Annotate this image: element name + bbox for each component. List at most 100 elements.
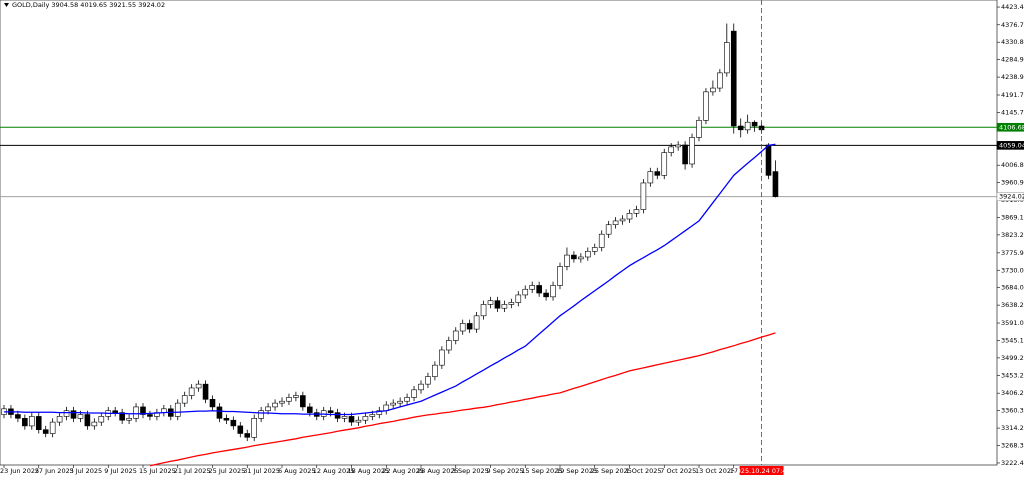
y-tick-label: 4423.45 (1001, 3, 1024, 11)
candle-body (494, 300, 501, 309)
candle-body (209, 399, 216, 408)
candle-body (293, 395, 299, 398)
y-tick-label: 4238.90 (1001, 73, 1024, 81)
candle-body (369, 414, 376, 417)
price-level-label: 4106.68 (999, 123, 1024, 131)
x-tick-label: 23 Jun 2025 (0, 467, 39, 475)
candle-body (432, 364, 438, 377)
candle-body (640, 182, 647, 210)
candle-body (668, 146, 675, 153)
candle-body (279, 400, 285, 404)
candle-body (272, 402, 278, 408)
y-tick-label: 4006.80 (1001, 161, 1024, 169)
candle-body (300, 395, 306, 408)
y-tick-label: 3684.05 (1001, 284, 1024, 292)
menu-arrow[interactable] (4, 3, 9, 7)
y-tick-label: 4330.80 (1001, 38, 1024, 46)
y-tick-label: 3730.05 (1001, 266, 1024, 274)
candle-body (661, 152, 668, 176)
y-tick-label: 3222.40 (1001, 459, 1024, 467)
cursor-label: 2025.10.24 07:40 (733, 467, 791, 475)
candle-body (265, 406, 271, 412)
x-tick-label: 15 Jul 2025 (139, 467, 176, 475)
candle-body (633, 209, 640, 214)
y-tick-label: 3960.90 (1001, 179, 1024, 187)
y-tick-label: 3406.20 (1001, 389, 1024, 397)
candle-body (362, 416, 369, 421)
candle-body (70, 410, 77, 419)
x-tick-label: 3 Sep 2025 (452, 467, 489, 475)
candle-body (543, 292, 549, 298)
y-tick-label: 3775.90 (1001, 249, 1024, 257)
y-tick-label: 3591.00 (1001, 319, 1024, 327)
candle-body (216, 406, 223, 419)
price-level-label: 3924.02 (999, 193, 1024, 201)
x-tick-label: 12 Aug 2025 (313, 467, 355, 475)
candle-body (772, 171, 779, 197)
x-tick-label: 27 Jun 2025 (35, 467, 74, 475)
candle-body (765, 144, 772, 176)
candle-body (626, 213, 633, 220)
candle-body (605, 224, 612, 235)
candle-body (286, 397, 292, 402)
candle-body (439, 349, 445, 366)
candle-body (522, 288, 529, 296)
candle-body (445, 340, 452, 351)
y-tick-label: 3453.20 (1001, 371, 1024, 379)
y-tick-label: 4145.75 (1001, 108, 1024, 116)
candle-body (202, 383, 209, 400)
price-level-label: 4059.04 (999, 141, 1024, 149)
chart-title: GOLD,Daily 3904.58 4019.65 3921.55 3924.… (12, 1, 165, 9)
x-tick-label: 19 Sep 2025 (556, 467, 597, 475)
price-level-tag (996, 141, 1024, 150)
candle-body (181, 395, 188, 404)
candle-body (98, 416, 105, 423)
x-tick-label: 6 Aug 2025 (278, 467, 316, 475)
candle-body (119, 412, 125, 421)
candle-body (584, 250, 591, 258)
candle-body (258, 410, 264, 419)
candle-body (49, 421, 56, 434)
candle-body (334, 412, 341, 419)
candle-body (15, 414, 21, 419)
x-tick-label: 3 Jul 2025 (70, 467, 103, 475)
candle-body (77, 414, 84, 419)
x-tick-label: 15 Sep 2025 (521, 467, 562, 475)
cursor-tag (739, 466, 784, 475)
y-tick-label: 3638.20 (1001, 301, 1024, 309)
candle-body (341, 416, 348, 419)
candle-body (550, 285, 556, 298)
y-tick-label: 4284.90 (1001, 56, 1024, 64)
candle-body (42, 429, 49, 434)
candle-body (515, 294, 522, 303)
candle-body (473, 315, 480, 330)
candle-body (564, 254, 570, 267)
x-tick-label: 7 Oct 2025 (660, 467, 696, 475)
x-tick-label: 25 Sep 2025 (591, 467, 632, 475)
candle-body (696, 120, 702, 138)
candle-body (619, 218, 626, 222)
x-tick-label: 22 Aug 2025 (382, 467, 424, 475)
candle-body (91, 421, 98, 427)
candle-body (195, 383, 202, 389)
candle-body (730, 30, 737, 127)
y-tick-label: 3268.35 (1001, 442, 1024, 450)
candle-body (244, 433, 251, 438)
x-tick-label: 18 Aug 2025 (348, 467, 390, 475)
candle-body (578, 256, 584, 260)
x-tick-label: 13 Oct 2025 (695, 467, 735, 475)
candle-body (251, 418, 257, 438)
candle-body (529, 285, 536, 290)
candle-body (717, 72, 723, 89)
candle-body (376, 410, 383, 415)
candle-body (598, 233, 605, 248)
candle-body (56, 416, 63, 423)
candle-body (237, 425, 244, 434)
candle-body (147, 414, 153, 417)
candle-body (63, 410, 70, 417)
candle-body (703, 91, 709, 121)
candle-body (647, 171, 654, 184)
y-tick-label: 4376.70 (1001, 21, 1024, 29)
x-tick-label: 25 Jul 2025 (209, 467, 246, 475)
